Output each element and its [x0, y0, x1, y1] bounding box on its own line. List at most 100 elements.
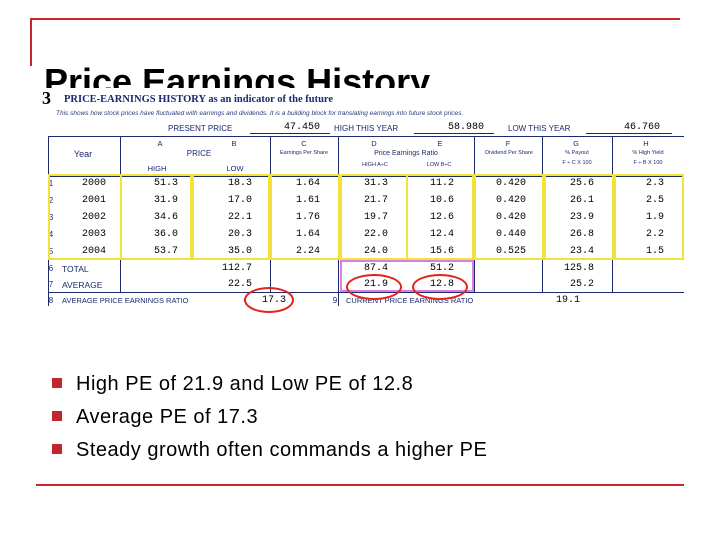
total-pe-high-cell: 87.4: [363, 263, 388, 274]
bullet-square-icon: [52, 378, 62, 388]
pe-totals-highlight-box: [340, 260, 474, 292]
row-number: 1: [48, 179, 54, 188]
low-this-year-label: LOW THIS YEAR: [508, 124, 571, 133]
bullet-square-icon: [52, 411, 62, 421]
high-this-year-value: 58.980: [448, 122, 485, 133]
year-cell: 2004: [81, 246, 106, 257]
yield-cell: 1.9: [645, 212, 664, 223]
section-subheading: This shows how stock prices have fluctua…: [56, 110, 464, 117]
high-this-year-label: HIGH THIS YEAR: [334, 124, 399, 133]
current-pe-ratio-value: 19.1: [555, 295, 580, 306]
row-number: 7: [48, 280, 54, 289]
low-price-cell: 20.3: [227, 229, 252, 240]
year-highlight-box: [48, 174, 122, 260]
low-bc-header: LOW B÷C: [426, 162, 452, 168]
col-letter-c: C: [301, 139, 307, 148]
dividend-cell: 0.420: [495, 212, 526, 223]
underline: [414, 133, 494, 134]
current-pe-ratio-label: CURRENT PRICE EARNINGS RATIO: [346, 296, 474, 305]
yield-cell: 2.2: [645, 229, 664, 240]
left-rule: [30, 18, 32, 66]
ssg-form-excerpt: 3 PRICE-EARNINGS HISTORY as an indicator…: [42, 88, 684, 313]
eps-cell: 1.61: [295, 195, 320, 206]
top-rule: [30, 18, 680, 20]
pe-low-cell: 10.6: [429, 195, 454, 206]
yield-highlight-box: [614, 174, 684, 260]
high-ac-header: HIGH A÷C: [362, 162, 388, 168]
payout-header: % Payout: [565, 150, 589, 156]
total-label: TOTAL: [62, 264, 89, 274]
dividend-cell: 0.525: [495, 246, 526, 257]
high-price-highlight-box: [120, 174, 192, 260]
high-price-cell: 53.7: [153, 246, 178, 257]
high-price-cell: 34.6: [153, 212, 178, 223]
low-price-cell: 18.3: [227, 178, 252, 189]
total-low-cell: 112.7: [221, 263, 252, 274]
pe-high-cell: 24.0: [363, 246, 388, 257]
year-cell: 2003: [81, 229, 106, 240]
row-number: 8: [48, 296, 54, 305]
pe-low-cell: 12.4: [429, 229, 454, 240]
col-letter-h: H: [643, 139, 649, 148]
col-letter-b: B: [231, 139, 237, 148]
high-header: HIGH: [147, 164, 167, 173]
row-number: 5: [48, 247, 54, 256]
average-pe-circle: [244, 287, 294, 313]
low-header: LOW: [226, 164, 244, 173]
col-letter-d: D: [371, 139, 377, 148]
row-number: 3: [48, 213, 54, 222]
row-number: 9: [332, 296, 338, 305]
yield-cell: 2.5: [645, 195, 664, 206]
payout-formula: F ÷ C X 100: [562, 160, 592, 166]
low-price-cell: 22.1: [227, 212, 252, 223]
average-pe-ratio-label: AVERAGE PRICE EARNINGS RATIO: [62, 296, 189, 305]
table-top-rule: [48, 136, 684, 137]
bottom-rule: [36, 484, 684, 486]
section-number: 3: [42, 88, 51, 108]
bullet-text: Steady growth often commands a higher PE: [76, 439, 488, 461]
header-bottom-rule: [48, 176, 684, 177]
pe-low-cell: 11.2: [429, 178, 454, 189]
high-yield-formula: F ÷ B X 100: [633, 160, 663, 166]
dividend-cell: 0.420: [495, 178, 526, 189]
average-label: AVERAGE: [62, 280, 103, 290]
low-price-cell: 17.0: [227, 195, 252, 206]
eps-cell: 1.64: [295, 178, 320, 189]
eps-cell: 1.76: [295, 212, 320, 223]
present-pe-label: PRESENT PRICE: [168, 124, 233, 133]
pe-high-cell: 21.7: [363, 195, 388, 206]
col-letter-a: A: [157, 139, 163, 148]
eps-cell: 1.64: [295, 229, 320, 240]
year-cell: 2002: [81, 212, 106, 223]
col-letter-g: G: [573, 139, 579, 148]
average-payout-cell: 25.2: [569, 279, 594, 290]
payout-cell: 23.9: [569, 212, 594, 223]
high-yield-header: % High Yield: [632, 150, 664, 156]
pe-high-cell: 31.3: [363, 178, 388, 189]
pe-high-cell: 22.0: [363, 229, 388, 240]
payout-cell: 23.4: [569, 246, 594, 257]
payout-highlight-box: [544, 174, 614, 260]
payout-cell: 25.6: [569, 178, 594, 189]
yield-cell: 1.5: [645, 246, 664, 257]
average-pe-low-circle: [412, 274, 468, 300]
eps-cell: 2.24: [295, 246, 320, 257]
year-cell: 2000: [81, 178, 106, 189]
high-price-cell: 36.0: [153, 229, 178, 240]
pe-high-highlight-box: [340, 174, 408, 260]
row-number: 2: [48, 196, 54, 205]
average-pe-high-circle: [346, 274, 402, 300]
underline: [586, 133, 672, 134]
low-price-highlight-box: [192, 174, 270, 260]
dividend-header: Dividend Per Share: [485, 150, 533, 156]
dividend-highlight-box: [474, 174, 544, 260]
low-price-cell: 35.0: [227, 246, 252, 257]
row-number: 4: [48, 230, 54, 239]
eps-header: Earnings Per Share: [280, 150, 328, 156]
low-this-year-value: 46.760: [624, 122, 661, 133]
dividend-cell: 0.440: [495, 229, 526, 240]
pe-low-cell: 12.6: [429, 212, 454, 223]
col-letter-e: E: [437, 139, 443, 148]
year-header: Year: [73, 149, 93, 159]
col-letter-f: F: [505, 139, 511, 148]
